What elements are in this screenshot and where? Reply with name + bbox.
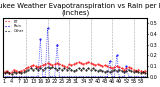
Title: Milwaukee Weather Evapotranspiration vs Rain per Day
(Inches): Milwaukee Weather Evapotranspiration vs … — [0, 3, 160, 16]
Legend: ET, Rain, Other: ET, Rain, Other — [4, 18, 25, 34]
